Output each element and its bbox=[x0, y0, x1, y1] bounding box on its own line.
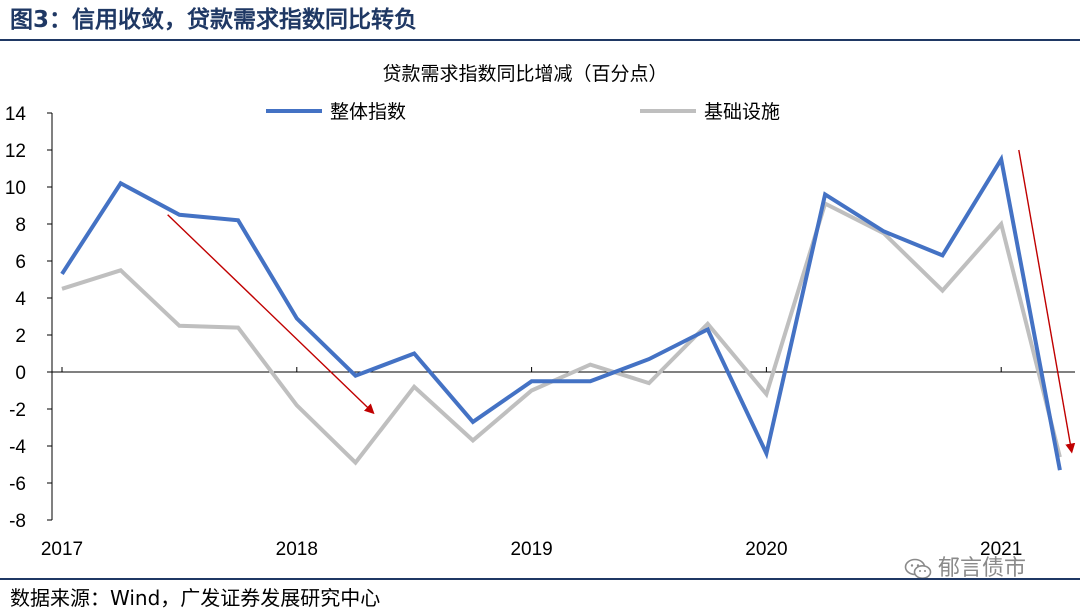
y-tick-label: 0 bbox=[15, 363, 26, 384]
wechat-icon bbox=[904, 558, 932, 579]
legend-label-total: 整体指数 bbox=[330, 101, 406, 123]
trend-arrow-1 bbox=[167, 214, 375, 415]
series-line-infra bbox=[61, 200, 1062, 466]
title-divider bbox=[0, 39, 1080, 41]
y-tick-label: 10 bbox=[5, 178, 26, 199]
loan-demand-line-chart: 贷款需求指数同比增减（百分点） 整体指数 基础设施 -8 -6 -4 -2 0 2 4 6 8 1… bbox=[5, 63, 1076, 560]
y-tick-label: -8 bbox=[9, 511, 26, 532]
y-tick-label: 12 bbox=[5, 141, 26, 162]
y-tick-label: 6 bbox=[15, 252, 26, 273]
figure-title: 图3：信用收敛，贷款需求指数同比转负 bbox=[10, 7, 418, 33]
x-tick-label: 2020 bbox=[745, 539, 787, 560]
x-tick-label: 2021 bbox=[980, 539, 1022, 560]
source-divider bbox=[0, 578, 1080, 580]
watermark: 郁言债市 bbox=[904, 552, 1026, 586]
source-note: 数据来源：Wind，广发证券发展研究中心 bbox=[10, 586, 381, 610]
chart-title: 贷款需求指数同比增减（百分点） bbox=[382, 63, 667, 85]
watermark-text: 郁言债市 bbox=[938, 556, 1027, 581]
y-tick-label: 4 bbox=[15, 289, 26, 310]
trend-arrows bbox=[167, 149, 1076, 454]
trend-arrow-2 bbox=[1018, 149, 1076, 454]
y-tick-label: 14 bbox=[5, 104, 27, 125]
y-tick-label: -4 bbox=[9, 437, 26, 458]
x-tick-label: 2019 bbox=[510, 539, 552, 560]
chart-axes: -8 -6 -4 -2 0 2 4 6 8 10 12 14 2017 2018 2019 2020 2021 bbox=[5, 104, 1075, 560]
y-tick-label: -2 bbox=[9, 400, 26, 421]
chart-series bbox=[60, 153, 1062, 471]
legend-label-infra: 基础设施 bbox=[704, 101, 780, 123]
series-line-total bbox=[60, 153, 1062, 471]
x-tick-label: 2017 bbox=[41, 539, 83, 560]
y-tick-label: -6 bbox=[9, 474, 26, 495]
y-tick-label: 2 bbox=[15, 326, 26, 347]
x-tick-label: 2018 bbox=[276, 539, 318, 560]
y-tick-label: 8 bbox=[15, 215, 26, 236]
